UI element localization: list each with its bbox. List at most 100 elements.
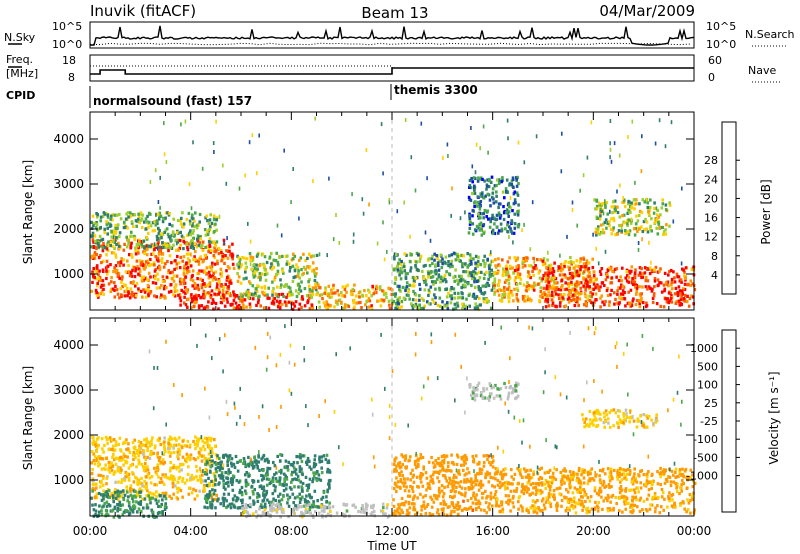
scatter-cell — [561, 267, 565, 271]
scatter-cell — [468, 226, 472, 230]
scatter-cell — [192, 217, 195, 221]
scatter-cell — [343, 305, 347, 309]
scatter-cell — [661, 202, 665, 206]
scatter-cell — [440, 266, 444, 270]
scatter-cell — [503, 196, 506, 200]
scatter-cell — [177, 465, 181, 469]
scatter-cell — [679, 292, 682, 296]
scatter-cell — [464, 487, 467, 491]
scatter-cell — [212, 241, 215, 245]
scatter-cell — [242, 306, 245, 311]
scatter-cell — [175, 266, 178, 270]
scatter-cell — [628, 229, 632, 233]
scatter-cell — [260, 285, 263, 290]
scatter-cell — [155, 219, 159, 223]
scatter-cell — [179, 219, 182, 223]
scatter-cell — [434, 268, 437, 272]
scatter-cell — [247, 296, 250, 300]
scatter-cell — [267, 306, 271, 310]
scatter-cell — [314, 285, 318, 289]
echo-mark — [604, 199, 606, 204]
scatter-cell — [179, 243, 182, 247]
scatter-cell — [452, 483, 456, 487]
scatter-cell — [403, 252, 407, 256]
scatter-cell — [143, 277, 147, 281]
echo-mark — [598, 201, 600, 206]
scatter-cell — [230, 461, 233, 465]
scatter-cell — [483, 272, 487, 276]
scatter-cell — [308, 493, 311, 497]
scatter-cell — [276, 454, 279, 458]
scatter-cell — [120, 280, 123, 284]
scatter-cell — [501, 258, 504, 262]
scatter-cell — [662, 305, 666, 309]
scatter-cell — [180, 468, 183, 472]
scatter-cell — [186, 290, 189, 294]
scatter-cell — [211, 451, 214, 455]
scatter-cell — [606, 286, 609, 291]
scatter-cell — [98, 504, 101, 508]
scatter-cell — [139, 451, 142, 455]
scatter-cell — [293, 275, 297, 279]
scatter-cell — [106, 221, 110, 225]
scatter-cell — [233, 465, 237, 470]
scatter-cell — [312, 254, 315, 258]
scatter-cell — [434, 263, 438, 267]
scatter-cell — [111, 464, 115, 468]
scatter-cell — [230, 457, 234, 461]
scatter-cell — [502, 267, 505, 271]
scatter-cell — [633, 233, 637, 237]
scatter-cell — [395, 304, 398, 308]
scatter-cell — [588, 270, 591, 275]
scatter-cell — [450, 509, 453, 513]
scatter-cell — [437, 268, 441, 272]
scatter-cell — [509, 291, 513, 295]
scatter-cell — [97, 491, 101, 496]
scatter-cell — [190, 473, 194, 478]
scatter-cell — [271, 280, 274, 284]
scatter-cell — [227, 492, 230, 496]
scatter-cell — [308, 465, 311, 469]
scatter-cell — [404, 276, 408, 280]
scatter-cell — [618, 224, 621, 228]
scatter-cell — [112, 500, 115, 504]
scatter-cell — [573, 266, 576, 270]
scatter-cell — [298, 302, 302, 306]
echo-mark — [352, 232, 355, 237]
scatter-cell — [327, 505, 331, 509]
scatter-cell — [208, 273, 211, 278]
scatter-cell — [127, 500, 131, 504]
scatter-cell — [210, 268, 214, 272]
scatter-cell — [398, 270, 402, 274]
scatter-cell — [448, 254, 451, 258]
scatter-cell — [431, 261, 434, 266]
scatter-cell — [180, 216, 183, 220]
scatter-cell — [119, 260, 123, 264]
scatter-cell — [176, 454, 179, 458]
scatter-cell — [475, 224, 479, 228]
scatter-cell — [656, 278, 660, 282]
scatter-cell — [253, 267, 257, 271]
scatter-cell — [683, 287, 687, 292]
scatter-cell — [208, 244, 212, 248]
scatter-cell — [143, 252, 146, 256]
scatter-cell — [679, 278, 683, 282]
scatter-cell — [515, 293, 519, 297]
scatter-cell — [222, 455, 225, 459]
scatter-cell — [127, 478, 131, 482]
scatter-cell — [525, 259, 528, 263]
echo-mark — [251, 133, 254, 138]
scatter-cell — [536, 282, 540, 286]
scatter-cell — [303, 504, 306, 508]
scatter-cell — [483, 508, 486, 512]
scatter-cell — [119, 466, 122, 470]
scatter-cell — [132, 500, 135, 504]
scatter-cell — [579, 268, 582, 272]
scatter-cell — [227, 484, 230, 488]
scatter-cell — [121, 503, 124, 507]
scatter-cell — [272, 497, 275, 501]
scatter-cell — [413, 459, 417, 464]
scatter-cell — [212, 214, 216, 218]
scatter-cell — [529, 276, 532, 280]
scatter-cell — [91, 238, 95, 242]
